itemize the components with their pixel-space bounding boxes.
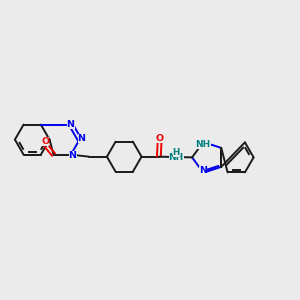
Text: N: N: [67, 120, 74, 129]
Text: O: O: [41, 136, 49, 146]
Text: NH: NH: [169, 152, 184, 161]
Text: H: H: [172, 148, 180, 157]
Text: NH: NH: [195, 140, 211, 149]
Text: N: N: [199, 167, 207, 176]
Text: O: O: [155, 134, 164, 143]
Text: N: N: [69, 151, 76, 160]
Text: N: N: [78, 134, 86, 143]
